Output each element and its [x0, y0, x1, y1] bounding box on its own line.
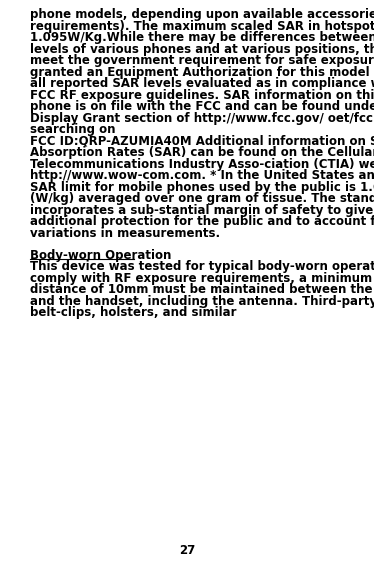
Text: levels of various phones and at various positions, they all: levels of various phones and at various … — [30, 43, 374, 56]
Text: granted an Equipment Authorization for this model phone with: granted an Equipment Authorization for t… — [30, 66, 374, 79]
Text: searching on: searching on — [30, 124, 116, 137]
Text: incorporates a sub-stantial margin of safety to give: incorporates a sub-stantial margin of sa… — [30, 204, 373, 217]
Text: This device was tested for typical body-worn operations. To: This device was tested for typical body-… — [30, 260, 374, 273]
Text: Body-worn Operation: Body-worn Operation — [30, 249, 171, 262]
Text: additional protection for the public and to account for any: additional protection for the public and… — [30, 215, 374, 228]
Text: Absorption Rates (SAR) can be found on the Cellular: Absorption Rates (SAR) can be found on t… — [30, 146, 374, 159]
Text: Telecommunications Industry Asso-ciation (CTIA) web-site at: Telecommunications Industry Asso-ciation… — [30, 158, 374, 171]
Text: FCC RF exposure guidelines. SAR information on this model: FCC RF exposure guidelines. SAR informat… — [30, 89, 374, 102]
Text: variations in measurements.: variations in measurements. — [30, 227, 220, 240]
Text: http://www.wow-com.com. * In the United States and Canada, the: http://www.wow-com.com. * In the United … — [30, 170, 374, 182]
Text: distance of 10mm must be maintained between the user’s body: distance of 10mm must be maintained betw… — [30, 283, 374, 296]
Text: 27: 27 — [179, 544, 195, 557]
Text: belt-clips, holsters, and similar: belt-clips, holsters, and similar — [30, 306, 236, 319]
Text: FCC ID:QRP-AZUMIA40M Additional information on Specific: FCC ID:QRP-AZUMIA40M Additional informat… — [30, 135, 374, 148]
Text: meet the government requirement for safe exposure. The FCC has: meet the government requirement for safe… — [30, 54, 374, 67]
Text: (W/kg) averaged over one gram of tissue. The standard: (W/kg) averaged over one gram of tissue.… — [30, 193, 374, 206]
Text: Display Grant section of http://www.fcc.gov/ oet/fccid after: Display Grant section of http://www.fcc.… — [30, 112, 374, 125]
Text: SAR limit for mobile phones used by the public is 1.6 watts/kg: SAR limit for mobile phones used by the … — [30, 181, 374, 194]
Text: all reported SAR levels evaluated as in compliance with the: all reported SAR levels evaluated as in … — [30, 77, 374, 90]
Text: and the handset, including the antenna. Third-party: and the handset, including the antenna. … — [30, 295, 374, 308]
Text: requirements). The maximum scaled SAR in hotspot mode is: requirements). The maximum scaled SAR in… — [30, 20, 374, 33]
Text: 1.095W/Kg.While there may be differences between the SAR: 1.095W/Kg.While there may be differences… — [30, 32, 374, 45]
Text: phone models, depending upon available accessories and FCC: phone models, depending upon available a… — [30, 8, 374, 21]
Text: phone is on file with the FCC and can be found under the: phone is on file with the FCC and can be… — [30, 101, 374, 114]
Text: comply with RF exposure requirements, a minimum separation: comply with RF exposure requirements, a … — [30, 272, 374, 285]
